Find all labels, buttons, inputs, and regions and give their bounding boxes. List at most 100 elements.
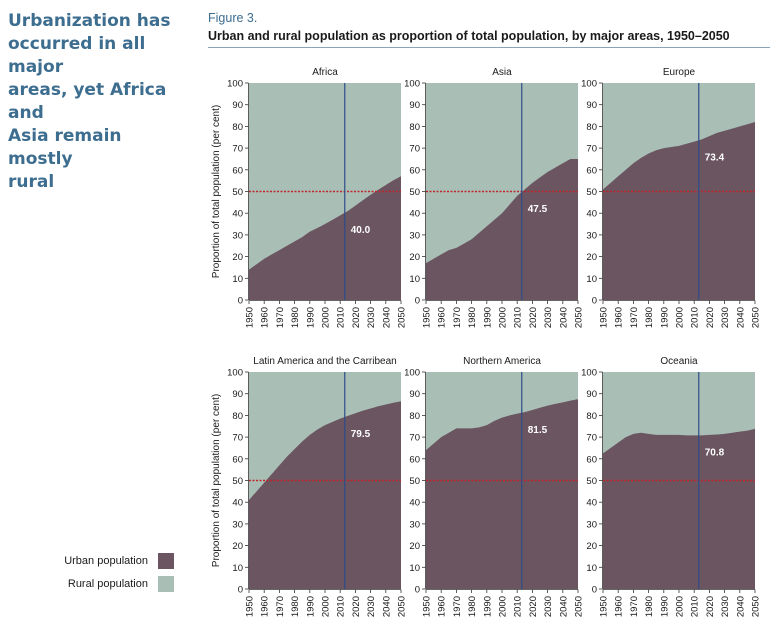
y-tick-label: 50 (409, 187, 420, 198)
x-tick-label: 1970 (629, 307, 640, 328)
x-tick-label: 1990 (482, 596, 493, 617)
x-tick-label: 1990 (659, 307, 670, 328)
y-tick-label: 10 (232, 563, 243, 574)
y-tick-label: 60 (586, 165, 597, 176)
x-tick-label: 2050 (751, 596, 762, 617)
y-tick-label: 0 (592, 585, 597, 596)
y-tick-label: 60 (232, 454, 243, 465)
y-axis-title: Proportion of total population (per cent… (211, 105, 222, 278)
y-tick-label: 50 (586, 187, 597, 198)
x-tick-label: 2020 (351, 596, 362, 617)
x-tick-label: 2010 (690, 596, 701, 617)
x-tick-label: 1990 (482, 307, 493, 328)
y-tick-label: 10 (586, 274, 597, 285)
urban-area (249, 401, 401, 589)
x-tick-label: 2020 (705, 307, 716, 328)
y-tick-label: 20 (232, 541, 243, 552)
y-tick-label: 60 (586, 454, 597, 465)
x-tick-label: 1980 (290, 307, 301, 328)
x-tick-label: 1970 (452, 307, 463, 328)
legend-urban-label: Urban population (64, 555, 148, 567)
y-tick-label: 30 (409, 519, 420, 530)
x-tick-label: 2040 (381, 307, 392, 328)
legend-rural-label: Rural population (67, 578, 148, 590)
y-tick-label: 70 (232, 433, 243, 444)
x-tick-label: 2000 (321, 596, 332, 617)
y-tick-label: 40 (232, 498, 243, 509)
legend-rural-swatch (158, 576, 174, 592)
y-tick-label: 40 (586, 209, 597, 220)
y-tick-label: 90 (586, 100, 597, 111)
y-tick-label: 50 (586, 476, 597, 487)
y-tick-label: 90 (409, 389, 420, 400)
x-tick-label: 2000 (675, 596, 686, 617)
x-tick-label: 2030 (720, 307, 731, 328)
x-tick-label: 2050 (574, 307, 585, 328)
y-tick-label: 20 (586, 252, 597, 263)
x-tick-label: 2030 (366, 307, 377, 328)
x-tick-label: 2050 (574, 596, 585, 617)
y-tick-label: 60 (232, 165, 243, 176)
x-tick-label: 1950 (422, 307, 433, 328)
panel-title: Asia (492, 67, 512, 78)
y-tick-label: 100 (581, 368, 597, 379)
y-tick-label: 10 (409, 274, 420, 285)
y-tick-label: 90 (586, 389, 597, 400)
y-tick-label: 100 (227, 79, 243, 90)
panel-title: Northern America (463, 356, 541, 367)
y-tick-label: 50 (409, 476, 420, 487)
urban-area (603, 428, 755, 589)
urban-area (249, 176, 401, 300)
y-tick-label: 100 (404, 79, 420, 90)
chart-panel-3: 79.5 Latin America and the Carribean 0 10 20… (211, 356, 408, 617)
urban-area (426, 399, 578, 589)
x-tick-label: 1950 (599, 307, 610, 328)
y-tick-label: 80 (586, 411, 597, 422)
y-tick-label: 0 (238, 585, 243, 596)
x-tick-label: 1950 (599, 596, 610, 617)
figure-title: Urban and rural population as proportion… (208, 29, 730, 43)
y-tick-label: 0 (415, 585, 420, 596)
x-tick-label: 2030 (543, 596, 554, 617)
y-tick-label: 60 (409, 454, 420, 465)
x-tick-label: 1960 (260, 596, 271, 617)
x-tick-label: 2010 (690, 307, 701, 328)
x-tick-label: 1960 (260, 307, 271, 328)
data-label: 81.5 (528, 425, 548, 436)
y-tick-label: 20 (409, 252, 420, 263)
x-tick-label: 2040 (558, 307, 569, 328)
figure-label: Figure 3. (208, 11, 258, 25)
y-tick-label: 30 (586, 230, 597, 241)
data-label: 79.5 (351, 429, 371, 440)
x-tick-label: 2050 (397, 596, 408, 617)
y-tick-label: 70 (586, 144, 597, 155)
panel-title: Africa (312, 67, 338, 78)
x-tick-label: 1990 (305, 307, 316, 328)
y-tick-label: 70 (409, 144, 420, 155)
panel-title: Latin America and the Carribean (253, 356, 396, 367)
x-tick-label: 2030 (543, 307, 554, 328)
x-tick-label: 2020 (351, 307, 362, 328)
y-tick-label: 80 (232, 411, 243, 422)
x-tick-label: 2000 (321, 307, 332, 328)
y-tick-label: 40 (586, 498, 597, 509)
x-tick-label: 1950 (422, 596, 433, 617)
y-tick-label: 20 (232, 252, 243, 263)
y-tick-label: 90 (409, 100, 420, 111)
title-rule (208, 47, 770, 48)
panel-title: Oceania (660, 356, 698, 367)
legend-item-rural: Rural population (40, 576, 174, 592)
data-label: 73.4 (705, 152, 725, 163)
x-tick-label: 2040 (735, 596, 746, 617)
y-tick-label: 90 (232, 389, 243, 400)
y-tick-label: 40 (409, 498, 420, 509)
x-tick-label: 2040 (558, 596, 569, 617)
y-tick-label: 70 (409, 433, 420, 444)
y-tick-label: 50 (232, 187, 243, 198)
y-tick-label: 40 (232, 209, 243, 220)
y-tick-label: 10 (586, 563, 597, 574)
